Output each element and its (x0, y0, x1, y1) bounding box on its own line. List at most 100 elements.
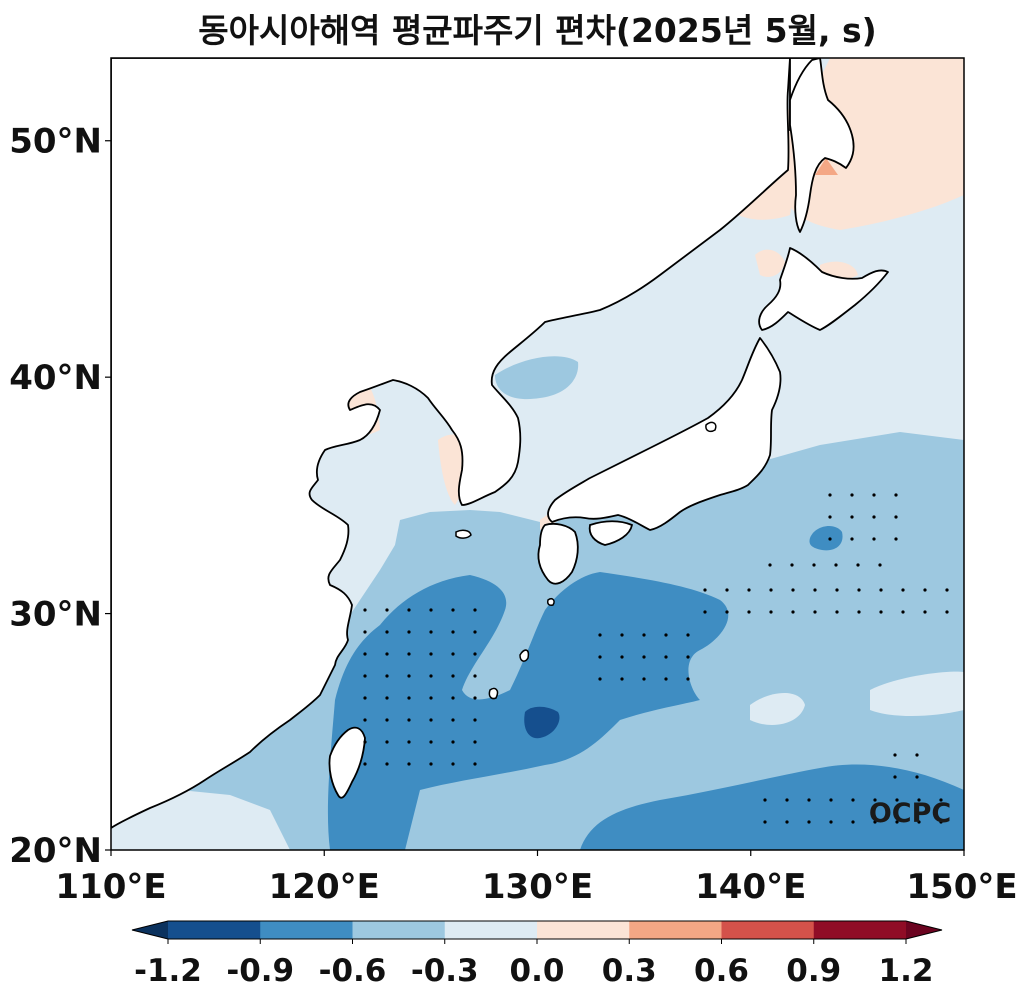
stipple-dot (895, 798, 899, 802)
stipple-dot (620, 633, 624, 637)
stipple-dot (451, 718, 455, 722)
colorbar-label: -1.2 (134, 953, 202, 989)
chart-title: 동아시아해역 평균파주기 편차(2025년 5월, s) (198, 11, 877, 50)
stipple-dot (923, 588, 927, 592)
stipple-dot (878, 563, 882, 567)
stipple-dot (894, 515, 898, 519)
stipple-dot (451, 652, 455, 656)
colorbar-label: -0.3 (411, 953, 479, 989)
stipple-dot (790, 563, 794, 567)
stipple-dot (763, 798, 767, 802)
field-orange-patch (815, 158, 838, 175)
significance-stippling (363, 493, 949, 824)
field-dark-blue (524, 706, 560, 739)
stipple-dot (894, 537, 898, 541)
colorbar-label: 0.0 (510, 953, 565, 989)
field-pale-blue-east2 (750, 692, 805, 725)
colorbar-segment (352, 921, 446, 939)
stipple-dot (915, 753, 919, 757)
stipple-dot (939, 798, 943, 802)
lat-tick-label: 50°N (9, 122, 102, 162)
colorbar-segment (721, 921, 815, 939)
stipple-dot (851, 820, 855, 824)
stipple-dot (873, 820, 877, 824)
stipple-dot (642, 655, 646, 659)
stipple-dot (834, 563, 838, 567)
stipple-dot (642, 633, 646, 637)
longitude-ticks: 110°E 120°E 130°E 140°E 150°E (55, 850, 1018, 907)
land-honshu (547, 337, 782, 531)
stipple-dot (703, 610, 707, 614)
lat-tick-label: 40°N (9, 358, 102, 398)
land-sakhalin (789, 58, 855, 233)
stipple-dot (664, 655, 668, 659)
stipple-dot (850, 515, 854, 519)
stipple-dot (807, 798, 811, 802)
ocpc-watermark: OCPC (869, 798, 951, 829)
colorbar-segment (537, 921, 630, 939)
lat-tick-label: 20°N (9, 831, 102, 871)
stipple-dot (407, 696, 411, 700)
stipple-dot (407, 740, 411, 744)
stipple-dot (915, 775, 919, 779)
stipple-dot (828, 493, 832, 497)
stipple-dot (769, 610, 773, 614)
colorbar-over-arrow (906, 921, 942, 939)
stipple-dot (856, 563, 860, 567)
stipple-dot (747, 610, 751, 614)
stipple-dot (407, 608, 411, 612)
field-light-blue-eastsea (495, 356, 579, 400)
lon-tick-label: 150°E (906, 867, 1017, 907)
stipple-dot (851, 798, 855, 802)
lon-tick-label: 130°E (482, 867, 593, 907)
stipple-dot (850, 537, 854, 541)
stipple-dot (857, 610, 861, 614)
land-sado (705, 421, 717, 433)
stipple-dot (385, 718, 389, 722)
stipple-dot (451, 674, 455, 678)
land-asia-mainland (111, 58, 791, 829)
stipple-dot (473, 608, 477, 612)
stipple-dot (829, 820, 833, 824)
stipple-dot (923, 610, 927, 614)
stipple-dot (747, 588, 751, 592)
lon-tick-label: 110°E (55, 867, 166, 907)
stipple-dot (686, 655, 690, 659)
stipple-dot (893, 753, 897, 757)
latitude-ticks: 20°N 30°N 40°N 50°N (9, 122, 111, 871)
stipple-dot (945, 588, 949, 592)
lat-tick-label: 30°N (9, 595, 102, 635)
colorbar-label: -0.6 (319, 953, 387, 989)
stipple-dot (363, 762, 367, 766)
stipple-dot (917, 820, 921, 824)
stipple-dot (407, 674, 411, 678)
stipple-dot (385, 674, 389, 678)
stipple-dot (429, 652, 433, 656)
stipple-dot (664, 633, 668, 637)
stipple-dot (451, 696, 455, 700)
stipple-dot (785, 820, 789, 824)
colorbar: -1.2 -0.9 -0.6 -0.3 0.0 0.3 0.6 0.9 1.2 (131, 920, 943, 989)
stipple-dot (725, 588, 729, 592)
stipple-dot (642, 677, 646, 681)
stipple-dot (385, 652, 389, 656)
colorbar-label: 0.3 (602, 953, 657, 989)
stipple-dot (791, 588, 795, 592)
land-ryukyu-2 (488, 687, 499, 700)
stipple-dot (385, 630, 389, 634)
stipple-dot (429, 674, 433, 678)
stipple-dot (363, 608, 367, 612)
stipple-dot (812, 563, 816, 567)
stipple-dot (363, 652, 367, 656)
stipple-dot (872, 493, 876, 497)
stipple-dot (917, 798, 921, 802)
stipple-dot (872, 515, 876, 519)
colorbar-segment (444, 921, 538, 939)
lon-tick-label: 140°E (695, 867, 806, 907)
stipple-dot (407, 762, 411, 766)
stipple-dot (894, 493, 898, 497)
stipple-dot (598, 677, 602, 681)
stipple-dot (451, 740, 455, 744)
field-medium-blue-south (580, 764, 964, 850)
